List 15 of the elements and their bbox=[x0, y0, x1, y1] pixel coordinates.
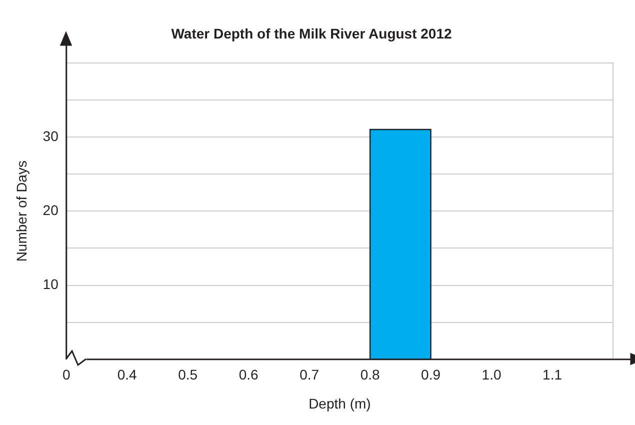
x-tick-label: 0.5 bbox=[178, 366, 198, 383]
x-axis-title: Depth (m) bbox=[308, 395, 371, 412]
y-tick-label: 10 bbox=[42, 276, 59, 292]
y-tick-label: 20 bbox=[42, 202, 59, 218]
x-tick-label: 0.8 bbox=[360, 366, 380, 383]
x-tick-label: 0.7 bbox=[300, 366, 320, 383]
y-axis-title: Number of Days bbox=[13, 160, 30, 262]
x-tick-label: 1.0 bbox=[482, 366, 502, 383]
y-tick-label: 30 bbox=[42, 128, 59, 144]
x-tick-label: 0 bbox=[62, 366, 70, 383]
x-tick-label: 0.9 bbox=[421, 366, 441, 383]
x-tick-label: 0.4 bbox=[117, 366, 138, 383]
x-tick-label: 1.1 bbox=[542, 366, 562, 383]
chart-title: Water Depth of the Milk River August 2012 bbox=[171, 25, 452, 42]
x-tick-label: 0.6 bbox=[238, 366, 259, 383]
